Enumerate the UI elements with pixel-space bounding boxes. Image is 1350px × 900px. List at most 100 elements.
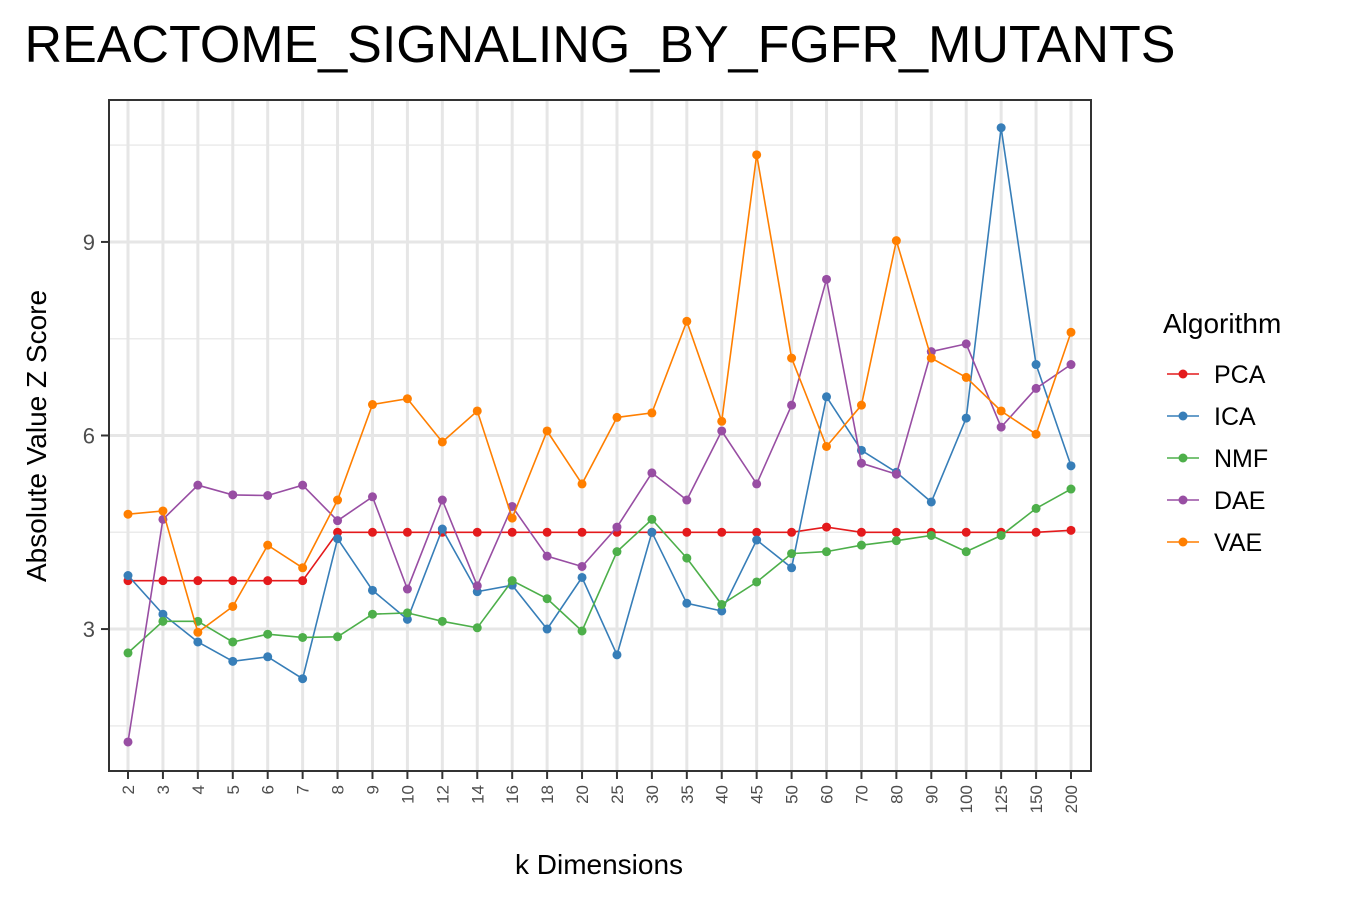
data-point (961, 547, 971, 557)
legend-item-dae: DAE (1167, 487, 1265, 515)
series-vae (123, 150, 1076, 637)
data-point (577, 479, 587, 489)
data-point (193, 627, 203, 637)
data-point (717, 416, 727, 426)
data-point (542, 594, 552, 604)
legend-label: VAE (1214, 529, 1262, 557)
data-point (647, 527, 657, 537)
data-point (263, 576, 273, 586)
data-point (333, 632, 343, 642)
x-tick-label: 5 (224, 785, 243, 794)
data-point (961, 413, 971, 423)
data-point (612, 522, 622, 532)
data-point (298, 632, 308, 642)
data-point (822, 441, 832, 451)
data-point (647, 514, 657, 524)
data-point (682, 316, 692, 326)
data-point (507, 576, 517, 586)
data-point (263, 491, 273, 501)
legend-label: NMF (1214, 445, 1268, 473)
data-point (158, 616, 168, 626)
data-point (682, 598, 692, 608)
data-point (996, 531, 1006, 541)
legend-item-nmf: NMF (1167, 445, 1268, 473)
legend-key-point (1178, 411, 1188, 421)
x-tick-label: 200 (1062, 785, 1081, 813)
x-tick-label: 20 (573, 785, 592, 804)
data-point (158, 609, 168, 619)
data-point (1066, 525, 1076, 535)
series-line-ica (127, 127, 1072, 680)
data-point (472, 527, 482, 537)
data-point (961, 339, 971, 349)
data-point (612, 547, 622, 557)
x-tick-label: 7 (294, 785, 313, 794)
x-tick-label: 30 (643, 785, 662, 804)
x-tick-label: 100 (957, 785, 976, 813)
data-point (123, 737, 133, 747)
x-tick-label: 9 (363, 785, 382, 794)
data-point (298, 674, 308, 684)
data-point (752, 150, 762, 160)
data-point (822, 274, 832, 284)
data-point (333, 495, 343, 505)
data-point (856, 527, 866, 537)
data-point (472, 581, 482, 591)
series-line-dae (127, 279, 1072, 743)
data-point (263, 540, 273, 550)
data-point (402, 608, 412, 618)
x-tick-label: 10 (398, 785, 417, 804)
x-tick-label: 80 (887, 785, 906, 804)
data-point (1031, 429, 1041, 439)
data-point (1066, 484, 1076, 494)
x-tick-label: 18 (538, 785, 557, 804)
x-tick-label: 60 (818, 785, 837, 804)
data-point (787, 563, 797, 573)
data-point (752, 527, 762, 537)
series-dae (123, 274, 1076, 747)
x-tick-label: 150 (1027, 785, 1046, 813)
data-point (822, 547, 832, 557)
series-line-nmf (127, 488, 1072, 654)
data-point (298, 576, 308, 586)
data-point (193, 637, 203, 647)
data-point (996, 406, 1006, 416)
data-point (367, 609, 377, 619)
data-point (298, 563, 308, 573)
data-point (891, 469, 901, 479)
x-tick-label: 40 (713, 785, 732, 804)
data-point (228, 601, 238, 611)
legend-item-ica: ICA (1167, 403, 1256, 431)
data-point (333, 516, 343, 526)
data-point (577, 527, 587, 537)
data-point (717, 606, 727, 616)
legend-title: Algorithm (1163, 308, 1281, 339)
data-point (367, 585, 377, 595)
data-point (717, 600, 727, 610)
data-point (158, 576, 168, 586)
data-point (228, 637, 238, 647)
data-point (402, 614, 412, 624)
data-point (158, 506, 168, 516)
data-point (1031, 527, 1041, 537)
data-point (472, 406, 482, 416)
x-tick-label: 70 (852, 785, 871, 804)
data-point (822, 392, 832, 402)
data-point (647, 468, 657, 478)
data-point (333, 527, 343, 537)
x-tick-label: 90 (922, 785, 941, 804)
data-point (717, 527, 727, 537)
legend-key-point (1178, 369, 1188, 379)
x-tick-label: 6 (259, 785, 278, 794)
data-point (437, 495, 447, 505)
x-tick-label: 4 (189, 785, 208, 794)
data-point (1031, 503, 1041, 513)
data-point (787, 549, 797, 559)
data-point (1066, 360, 1076, 370)
data-point (228, 576, 238, 586)
data-point (1066, 327, 1076, 337)
legend-item-pca: PCA (1167, 361, 1266, 389)
y-tick-label: 9 (83, 230, 95, 255)
